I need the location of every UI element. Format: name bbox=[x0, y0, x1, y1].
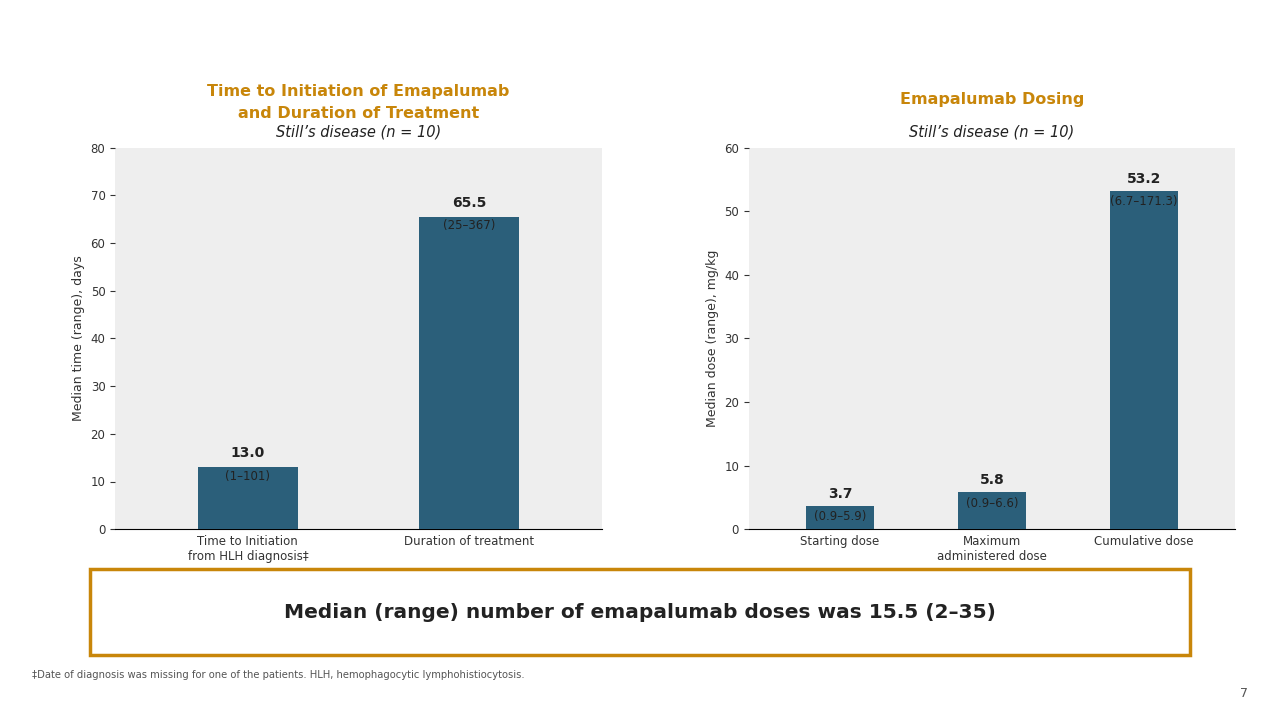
Text: 53.2: 53.2 bbox=[1126, 172, 1161, 186]
Text: (1–101): (1–101) bbox=[225, 469, 270, 482]
Text: and Duration of Treatment: and Duration of Treatment bbox=[238, 106, 479, 121]
Y-axis label: Median time (range), days: Median time (range), days bbox=[72, 256, 84, 421]
Text: 3.7: 3.7 bbox=[828, 487, 852, 500]
Y-axis label: Median dose (range), mg/kg: Median dose (range), mg/kg bbox=[705, 250, 718, 427]
Text: 5.8: 5.8 bbox=[979, 473, 1005, 487]
Bar bbox=[419, 217, 518, 529]
Text: Emapalumab Dosing: Emapalumab Dosing bbox=[900, 91, 1084, 107]
Text: 13.0: 13.0 bbox=[230, 446, 265, 460]
Title: Still’s disease (n = 10): Still’s disease (n = 10) bbox=[909, 125, 1075, 140]
Title: Still’s disease (n = 10): Still’s disease (n = 10) bbox=[275, 125, 442, 140]
Text: (6.7–171.3): (6.7–171.3) bbox=[1110, 195, 1178, 208]
Bar bbox=[957, 492, 1027, 529]
Text: Emapalumab Treatment Duration and Dosing: Emapalumab Treatment Duration and Dosing bbox=[36, 38, 847, 69]
Text: 65.5: 65.5 bbox=[452, 196, 486, 210]
Bar bbox=[806, 505, 874, 529]
Text: (0.9–5.9): (0.9–5.9) bbox=[814, 510, 867, 523]
Text: Median (range) number of emapalumab doses was 15.5 (2–35): Median (range) number of emapalumab dose… bbox=[284, 603, 996, 621]
Text: Time to Initiation of Emapalumab: Time to Initiation of Emapalumab bbox=[207, 84, 509, 99]
Text: 7: 7 bbox=[1240, 687, 1248, 700]
Bar bbox=[198, 467, 297, 529]
Bar bbox=[1110, 191, 1178, 529]
Text: (0.9–6.6): (0.9–6.6) bbox=[965, 497, 1019, 510]
Text: (25–367): (25–367) bbox=[443, 219, 495, 232]
Text: ‡Date of diagnosis was missing for one of the patients. HLH, hemophagocytic lymp: ‡Date of diagnosis was missing for one o… bbox=[32, 670, 525, 680]
